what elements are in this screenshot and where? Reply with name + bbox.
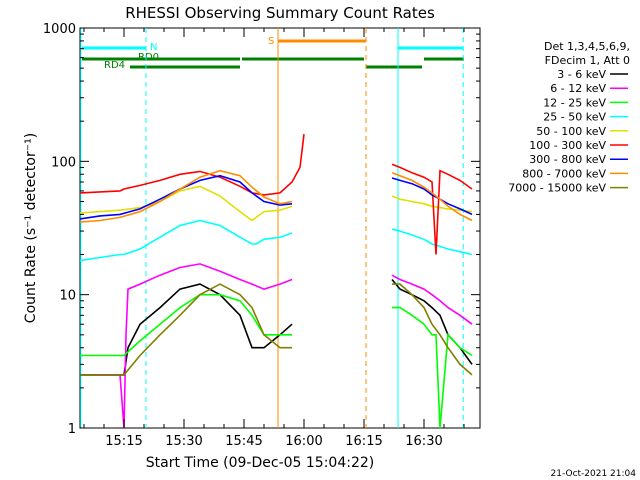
x-axis: 15:15 15:30 15:45 16:00 16:15 16:30 — [83, 28, 465, 449]
y-axis: 1 10 100 1000 — [43, 22, 480, 437]
legend-label: 12 - 25 keV — [543, 96, 606, 109]
legend-label: 300 - 800 keV — [529, 153, 606, 166]
flag-label: RD4 — [104, 60, 125, 71]
y-tick-label: 1 — [68, 422, 76, 437]
legend-label: 3 - 6 keV — [557, 68, 606, 81]
flag-label: RD0 — [138, 52, 159, 63]
legend-label: 100 - 300 keV — [529, 139, 606, 152]
legend-header: FDecim 1, Att 0 — [545, 54, 630, 67]
series-line — [79, 219, 293, 262]
legend-label: 800 - 7000 keV — [522, 167, 606, 180]
x-tick-label: 15:30 — [165, 434, 202, 449]
legend-label: 7000 - 15000 keV — [508, 182, 606, 195]
x-tick-label: 16:00 — [285, 434, 322, 449]
y-tick-label: 1000 — [43, 22, 76, 37]
series-line — [80, 293, 292, 357]
x-tick-label: 16:30 — [405, 434, 442, 449]
series-line — [79, 174, 293, 220]
render-timestamp: 21-Oct-2021 21:04 — [551, 469, 637, 479]
chart-title: RHESSI Observing Summary Count Rates — [125, 4, 435, 22]
y-axis-label: Count Rate (s⁻¹ detector⁻¹) — [23, 133, 39, 323]
instrument-flags: N S RD0 RD4 — [82, 36, 464, 71]
y-tick-label: 100 — [51, 155, 76, 170]
legend-label: 25 - 50 keV — [543, 111, 606, 124]
x-tick-label: 16:15 — [345, 434, 382, 449]
series-line — [79, 185, 293, 222]
x-axis-label: Start Time (09-Dec-05 15:04:22) — [146, 455, 374, 471]
event-markers — [80, 28, 464, 428]
series-line — [80, 283, 293, 376]
series-line — [391, 274, 473, 325]
series-line — [79, 134, 305, 196]
series-line — [391, 278, 473, 365]
x-tick-label: 15:15 — [105, 434, 142, 449]
series-line — [79, 169, 293, 223]
flag-label: N — [150, 42, 157, 53]
legend: Det 1,3,4,5,6,9,FDecim 1, Att 03 - 6 keV… — [508, 40, 630, 195]
series-line — [391, 163, 473, 255]
data-series — [79, 134, 473, 429]
legend-label: 6 - 12 keV — [550, 82, 606, 95]
flag-label: S — [268, 36, 274, 47]
series-line — [392, 283, 473, 376]
y-tick-label: 10 — [59, 289, 76, 304]
legend-header: Det 1,3,4,5,6,9, — [544, 40, 630, 53]
series-line — [391, 177, 473, 216]
series-line — [392, 306, 473, 429]
legend-label: 50 - 100 keV — [536, 125, 606, 138]
x-tick-label: 15:45 — [225, 434, 262, 449]
plot-frame — [79, 27, 481, 429]
series-line — [80, 283, 292, 376]
series-line — [391, 195, 473, 213]
series-line — [391, 172, 473, 222]
series-line — [391, 228, 473, 256]
series-line — [96, 263, 293, 429]
